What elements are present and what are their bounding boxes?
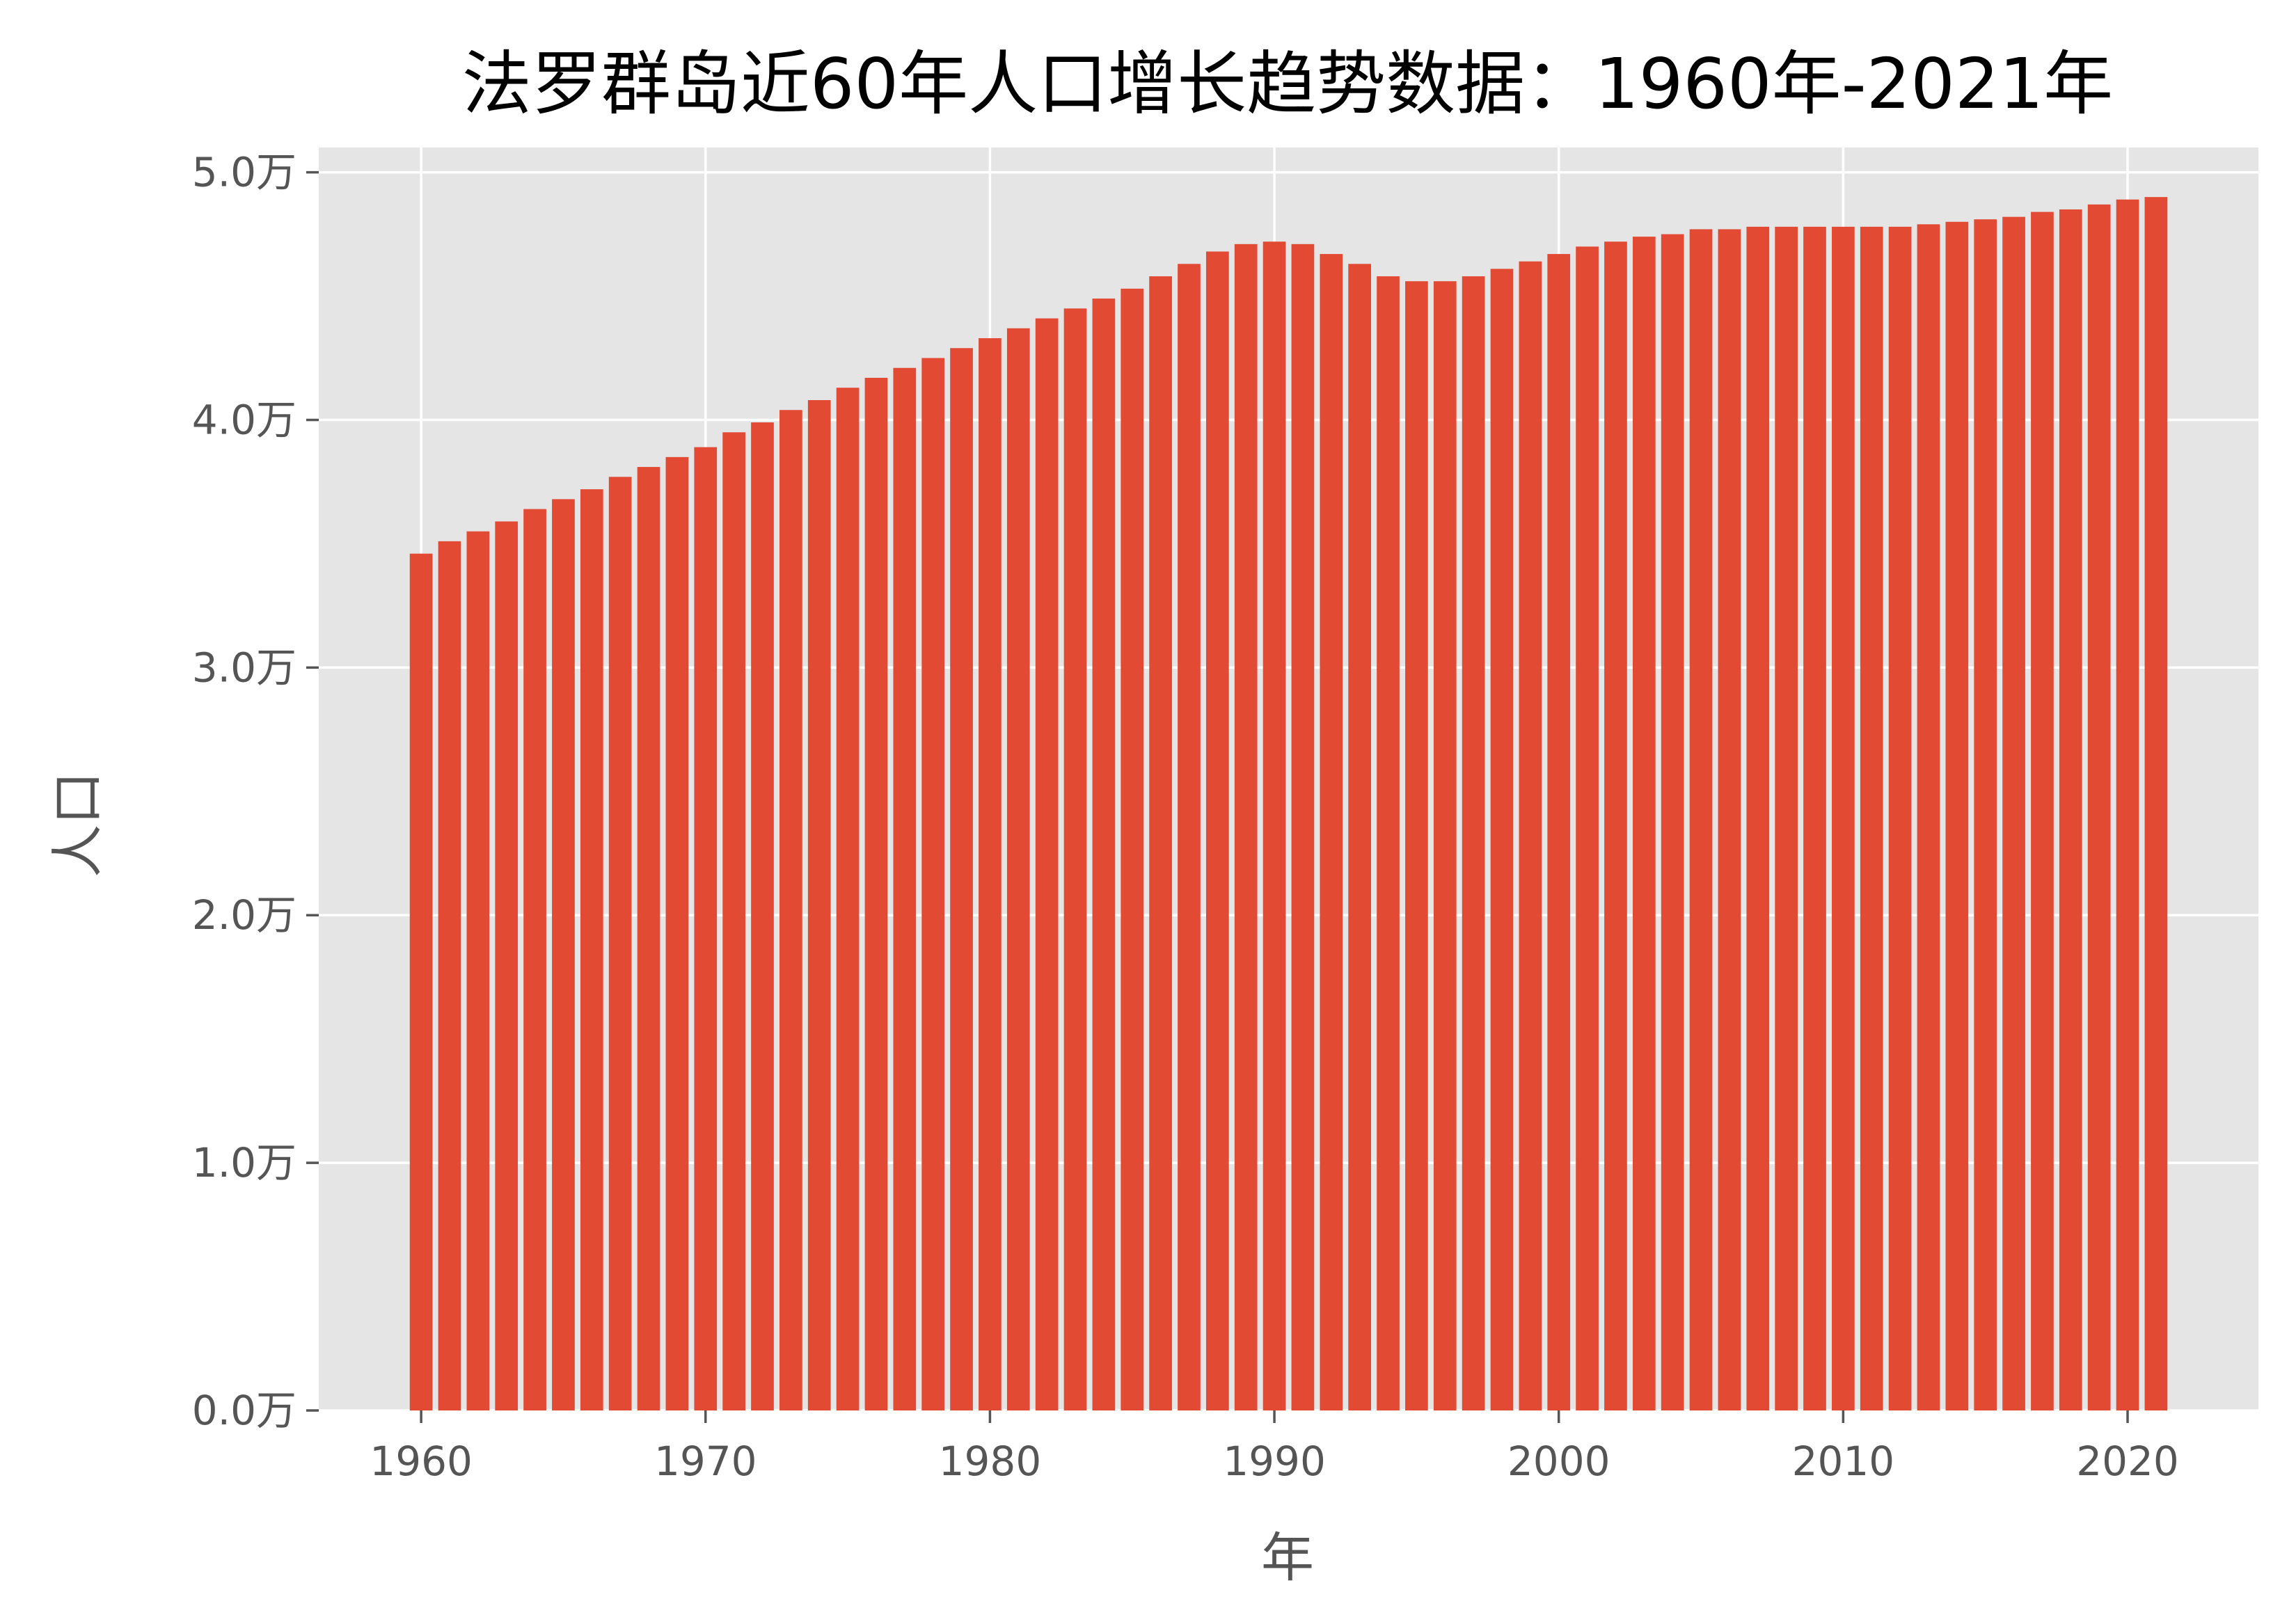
bar-2020 — [2116, 199, 2139, 1410]
x-tick-label: 1960 — [370, 1438, 473, 1485]
bar-2017 — [2031, 212, 2054, 1410]
y-tick-label: 1.0万 — [192, 1139, 296, 1186]
bar-2016 — [2002, 216, 2025, 1410]
bar-2009 — [1803, 226, 1826, 1411]
bar-1990 — [1262, 241, 1286, 1410]
bar-2019 — [2087, 204, 2111, 1411]
bar-1967 — [608, 477, 632, 1411]
bar-2007 — [1746, 226, 1770, 1411]
bar-2004 — [1661, 234, 1684, 1410]
bar-2006 — [1718, 229, 1741, 1410]
x-tick-label: 1980 — [939, 1438, 1042, 1485]
x-tick-label: 2010 — [1792, 1438, 1895, 1485]
bar-2001 — [1576, 246, 1599, 1411]
bar-1979 — [950, 348, 973, 1411]
bar-2013 — [1917, 224, 1940, 1411]
bar-1978 — [921, 358, 945, 1410]
y-axis-ticks: 0.0万 1.0万 2.0万 3.0万 4.0万 5.0万 — [192, 149, 319, 1434]
bar-1980 — [979, 338, 1001, 1410]
bar-1991 — [1291, 244, 1315, 1410]
bar-1997 — [1462, 276, 1485, 1410]
bar-1969 — [665, 456, 689, 1410]
bar-1976 — [864, 377, 888, 1410]
bar-1962 — [466, 531, 490, 1410]
y-tick-label: 5.0万 — [192, 149, 296, 196]
y-axis-label: 人口 — [47, 772, 109, 877]
bar-1973 — [779, 410, 802, 1410]
y-tick-label: 3.0万 — [192, 644, 296, 691]
bar-2012 — [1888, 226, 1912, 1411]
x-axis-ticks: 1960 1970 1980 1990 2000 2010 2020 — [370, 1410, 2179, 1485]
chart-title: 法罗群岛近60年人口增长趋势数据：1960年-2021年 — [462, 43, 2113, 125]
y-tick-label: 4.0万 — [192, 396, 296, 443]
bar-1995 — [1405, 281, 1428, 1410]
bar-2021 — [2144, 197, 2168, 1410]
bar-2005 — [1689, 229, 1713, 1410]
bar-1970 — [694, 447, 718, 1410]
y-tick-label: 0.0万 — [192, 1387, 296, 1434]
bar-1994 — [1377, 276, 1400, 1410]
x-tick-label: 2000 — [1507, 1438, 1610, 1485]
x-tick-label: 2020 — [2076, 1438, 2179, 1485]
bar-1992 — [1320, 254, 1343, 1410]
bar-1986 — [1149, 276, 1172, 1410]
bar-1999 — [1519, 261, 1542, 1411]
bar-1977 — [893, 367, 917, 1410]
bar-1968 — [637, 467, 660, 1410]
bar-2008 — [1775, 226, 1798, 1411]
bar-1984 — [1092, 299, 1116, 1410]
bar-2000 — [1547, 254, 1571, 1410]
bar-2018 — [2059, 209, 2082, 1410]
x-axis-label: 年 — [1261, 1527, 1314, 1589]
bar-1966 — [580, 489, 603, 1410]
x-tick-label: 1970 — [654, 1438, 757, 1485]
bar-1996 — [1433, 281, 1457, 1410]
bar-1961 — [438, 541, 461, 1410]
bar-1981 — [1006, 328, 1030, 1410]
bar-1963 — [495, 521, 518, 1410]
bar-2015 — [1974, 219, 1997, 1411]
bar-1987 — [1178, 264, 1201, 1411]
bar-1989 — [1234, 244, 1258, 1410]
bar-1982 — [1035, 318, 1059, 1410]
bar-1988 — [1205, 251, 1229, 1410]
bar-1971 — [722, 432, 745, 1411]
x-tick-label: 1990 — [1223, 1438, 1326, 1485]
bar-1964 — [523, 509, 546, 1410]
bar-2002 — [1604, 241, 1627, 1410]
bars — [409, 197, 2168, 1411]
bar-1965 — [552, 499, 575, 1410]
bar-2014 — [1945, 221, 1969, 1411]
bar-1993 — [1348, 264, 1372, 1411]
bar-2011 — [1860, 226, 1883, 1411]
bar-2003 — [1632, 237, 1656, 1410]
bar-1960 — [409, 553, 433, 1411]
bar-1998 — [1490, 269, 1514, 1411]
bar-1974 — [807, 400, 831, 1410]
bar-1972 — [751, 422, 774, 1410]
bar-1985 — [1121, 288, 1144, 1411]
bar-2010 — [1832, 226, 1855, 1411]
bar-1975 — [836, 388, 860, 1411]
bar-1983 — [1063, 308, 1087, 1411]
y-tick-label: 2.0万 — [192, 891, 296, 939]
